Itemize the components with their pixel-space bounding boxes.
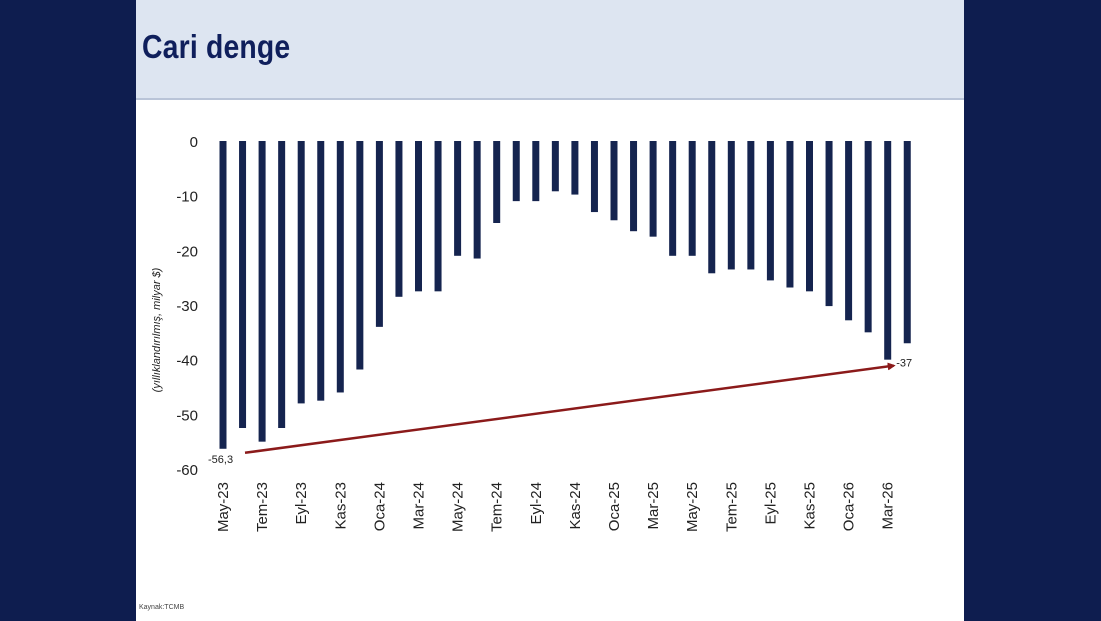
bar — [903, 141, 911, 344]
x-tick-label: Oca-26 — [841, 482, 858, 531]
y-tick-label: -40 — [176, 353, 198, 370]
x-tick-label: Eyl-25 — [762, 482, 779, 525]
x-tick-label: May-25 — [684, 482, 701, 532]
bar — [786, 141, 794, 288]
bar — [454, 141, 462, 256]
bar — [219, 141, 227, 449]
x-tick-label: Mar-26 — [880, 482, 897, 530]
x-tick-label: May-23 — [215, 482, 232, 532]
x-tick-label: Tem-25 — [723, 482, 740, 532]
bar — [278, 141, 286, 428]
bar — [317, 141, 325, 401]
bar — [766, 141, 774, 281]
bar — [473, 141, 481, 259]
bar — [825, 141, 833, 307]
data-label: -37 — [896, 357, 912, 369]
bar — [336, 141, 344, 393]
slide: Cari denge 0 -10 -20 -30 -40 -50 -60 (yıllıklan… — [136, 0, 964, 621]
y-tick-label: -30 — [176, 298, 198, 315]
x-tick-label: Mar-24 — [411, 482, 428, 530]
bar — [708, 141, 716, 274]
x-tick-label: Eyl-24 — [528, 482, 545, 525]
bar — [434, 141, 442, 292]
bar — [630, 141, 638, 232]
y-tick-label: -20 — [176, 243, 198, 260]
slide-title: Cari denge — [142, 28, 291, 65]
bar — [356, 141, 364, 370]
bar — [532, 141, 540, 202]
bar — [884, 141, 892, 360]
x-tick-label: Tem-23 — [254, 482, 271, 532]
bar — [375, 141, 383, 327]
bar — [415, 141, 422, 292]
bar — [395, 141, 403, 297]
bar — [669, 141, 677, 256]
bar — [297, 141, 305, 404]
x-tick-label: Eyl-23 — [293, 482, 310, 525]
data-label: -56,3 — [208, 454, 233, 466]
x-tick-label: Oca-24 — [371, 482, 388, 531]
bar — [845, 141, 853, 321]
bar — [258, 141, 266, 442]
bar — [239, 141, 247, 428]
slide-header: Cari denge — [136, 0, 964, 100]
y-tick-label: -60 — [176, 462, 198, 479]
bar — [590, 141, 598, 213]
bar — [864, 141, 872, 333]
bar — [610, 141, 618, 221]
bar — [512, 141, 520, 202]
trend-arrow — [244, 362, 896, 455]
bar-series — [219, 141, 911, 449]
bar — [493, 141, 501, 223]
y-axis: 0 -10 -20 -30 -40 -50 -60 (yıllıklandırılmış, m… — [151, 134, 198, 479]
annotations: -56,3 -37 — [208, 357, 912, 466]
bar — [551, 141, 559, 192]
bar — [747, 141, 755, 270]
bar — [649, 141, 657, 237]
y-tick-label: -10 — [176, 189, 198, 206]
x-tick-label: Oca-25 — [606, 482, 623, 531]
x-tick-label: May-24 — [450, 482, 467, 532]
bar — [727, 141, 735, 270]
y-tick-label: 0 — [190, 134, 198, 151]
bar — [806, 141, 813, 292]
x-tick-label: Kas-25 — [802, 482, 819, 530]
y-axis-label: (yıllıklandırılmış, milyar $) — [151, 267, 163, 392]
x-tick-label: Mar-25 — [645, 482, 662, 530]
x-tick-label: Kas-23 — [332, 482, 349, 530]
bar-chart: 0 -10 -20 -30 -40 -50 -60 (yıllıklandırılmış, m… — [151, 134, 912, 532]
y-tick-label: -50 — [176, 407, 198, 424]
bar — [688, 141, 696, 256]
bar — [571, 141, 579, 195]
x-tick-label: Tem-24 — [489, 482, 506, 532]
source-note: Kaynak:TCMB — [139, 604, 185, 611]
x-tick-label: Kas-24 — [567, 482, 584, 530]
x-axis: May-23 Tem-23 Eyl-23 Kas-23 Oca-24 Mar-24 May-… — [215, 482, 897, 532]
